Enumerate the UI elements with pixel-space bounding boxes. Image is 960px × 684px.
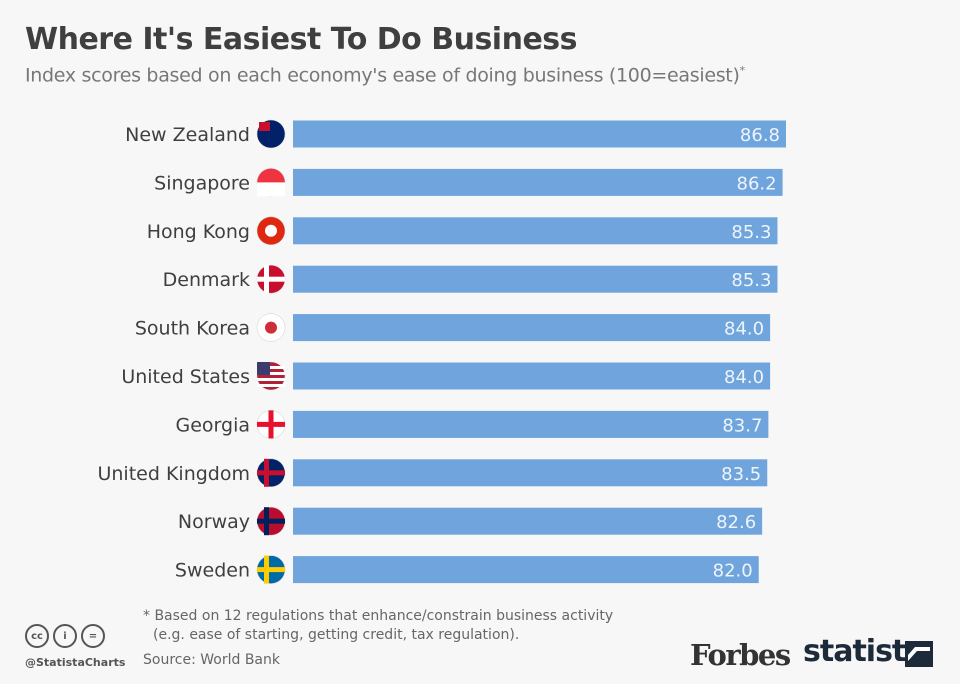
norway-flag-icon bbox=[256, 506, 286, 536]
sweden-flag-icon bbox=[256, 555, 286, 584]
bar bbox=[293, 265, 778, 293]
value-label: 84.0 bbox=[724, 367, 764, 388]
value-label: 85.3 bbox=[731, 270, 771, 291]
category-label: United Kingdom bbox=[97, 463, 250, 485]
value-label: 83.5 bbox=[721, 464, 761, 485]
bar bbox=[293, 410, 769, 438]
creative-commons-icons: cc i = bbox=[25, 624, 105, 648]
bar bbox=[293, 459, 768, 487]
united-kingdom-flag-icon bbox=[256, 458, 286, 488]
value-label: 85.3 bbox=[731, 222, 771, 243]
category-label: Denmark bbox=[163, 269, 250, 291]
value-label: 86.2 bbox=[737, 173, 777, 194]
attribution-icon: i bbox=[53, 624, 77, 648]
bar bbox=[293, 314, 771, 342]
footnote-line-2: (e.g. ease of starting, getting credit, … bbox=[153, 627, 520, 643]
bar bbox=[293, 507, 763, 535]
united-states-flag-icon bbox=[256, 361, 286, 391]
subtitle-asterisk: * bbox=[739, 64, 746, 77]
singapore-flag-icon bbox=[256, 168, 286, 197]
south-korea-flag-icon bbox=[256, 313, 286, 342]
category-label: South Korea bbox=[135, 318, 250, 340]
source: Source: World Bank bbox=[143, 652, 280, 668]
value-label: 82.0 bbox=[713, 561, 753, 582]
value-label: 83.7 bbox=[722, 415, 762, 436]
category-label: United States bbox=[121, 366, 250, 388]
category-label: New Zealand bbox=[125, 124, 250, 146]
category-label: Sweden bbox=[175, 560, 250, 582]
category-label: Singapore bbox=[154, 172, 250, 194]
denmark-flag-icon bbox=[256, 264, 286, 294]
chart-title: Where It's Easiest To Do Business bbox=[25, 22, 578, 57]
category-label: Georgia bbox=[176, 414, 251, 436]
statista-logo-icon bbox=[905, 641, 933, 667]
forbes-logo: Forbes bbox=[690, 638, 791, 672]
subtitle-text: Index scores based on each economy's eas… bbox=[25, 64, 740, 87]
value-label: 82.6 bbox=[716, 512, 756, 533]
footnote: * Based on 12 regulations that enhance/c… bbox=[143, 607, 613, 645]
bar bbox=[293, 362, 771, 390]
category-label: Norway bbox=[178, 511, 250, 533]
bar bbox=[293, 120, 786, 148]
bar bbox=[293, 168, 783, 196]
bar bbox=[293, 217, 778, 245]
georgia-flag-icon bbox=[256, 410, 286, 439]
chart-subtitle: Index scores based on each economy's eas… bbox=[25, 64, 745, 86]
cc-icon: cc bbox=[25, 624, 49, 648]
twitter-handle: @StatistaCharts bbox=[25, 656, 126, 669]
hong-kong-flag-icon bbox=[256, 216, 286, 246]
category-label: Hong Kong bbox=[147, 221, 250, 243]
new-zealand-flag-icon bbox=[256, 119, 286, 149]
footnote-line-1: * Based on 12 regulations that enhance/c… bbox=[143, 608, 614, 624]
value-label: 86.8 bbox=[740, 125, 780, 146]
value-label: 84.0 bbox=[724, 319, 764, 340]
no-derivatives-icon: = bbox=[81, 624, 105, 648]
bar-chart: New Zealand 86.8 Singapore 86.2 Hong Kong 85.… bbox=[97, 119, 786, 584]
bar bbox=[293, 556, 759, 584]
